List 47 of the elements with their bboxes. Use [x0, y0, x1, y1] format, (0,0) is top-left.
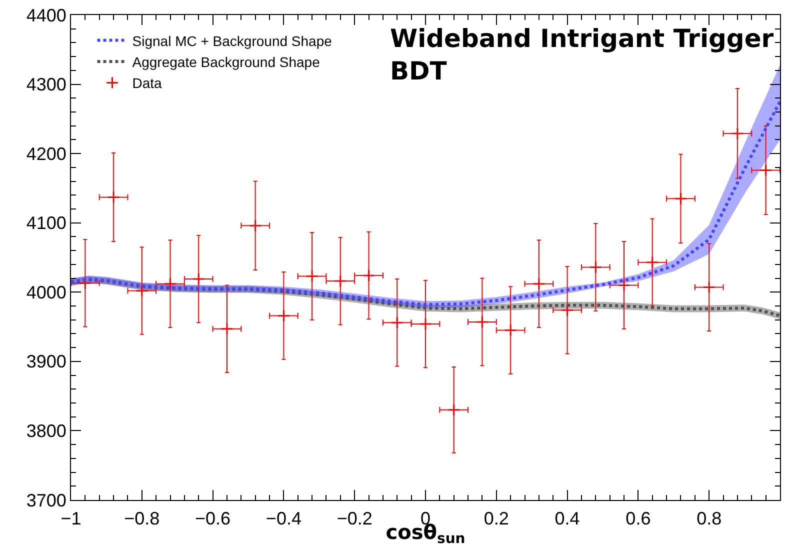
point — [220, 322, 234, 336]
point — [702, 280, 716, 294]
point — [476, 316, 489, 328]
x-tick-label: −0.4 — [266, 508, 302, 529]
y-tick-label: 4100 — [26, 213, 66, 234]
point — [504, 324, 517, 337]
x-tick-label: −0.8 — [124, 508, 160, 529]
point — [362, 269, 376, 282]
point — [448, 404, 460, 416]
point — [334, 274, 347, 288]
y-tick-label: 4000 — [26, 282, 66, 302]
x-tick-label: 0.2 — [484, 508, 509, 529]
point — [192, 272, 205, 286]
point — [78, 276, 92, 290]
y-tick-label: 3700 — [26, 490, 66, 510]
point — [390, 316, 404, 329]
x-tick-label: 0.6 — [626, 508, 651, 529]
point — [248, 219, 262, 232]
legend-label: Data — [132, 75, 162, 92]
point — [164, 277, 177, 290]
point — [277, 309, 290, 322]
legend-label: Signal MC + Background Shape — [132, 32, 332, 49]
point — [532, 277, 546, 290]
point — [136, 284, 148, 298]
y-tick-label: 4300 — [26, 74, 66, 95]
point — [560, 304, 574, 317]
point — [731, 127, 744, 140]
y-tick-label: 3900 — [26, 352, 66, 372]
point — [674, 192, 688, 205]
point — [589, 260, 602, 274]
point — [107, 190, 120, 204]
text: Wideband Intrigant Trigger BDT — [390, 24, 774, 86]
point — [618, 278, 630, 292]
x-tick-label: 0.4 — [554, 508, 580, 529]
x-tick-label: −0.6 — [195, 508, 231, 529]
x-tick-label: 0.8 — [696, 508, 722, 529]
x-tick-label: −0.2 — [336, 508, 372, 529]
x-tick-label: −1 — [60, 508, 82, 529]
point — [419, 318, 432, 330]
legend-label: Aggregate Background Shape — [132, 54, 320, 70]
line-series — [71, 100, 780, 306]
point — [646, 256, 659, 269]
y-tick-label: 4400 — [26, 5, 66, 26]
y-tick-label: 3800 — [26, 421, 66, 442]
y-tick-label: 4200 — [26, 144, 66, 164]
point — [759, 164, 772, 177]
point — [306, 270, 318, 283]
